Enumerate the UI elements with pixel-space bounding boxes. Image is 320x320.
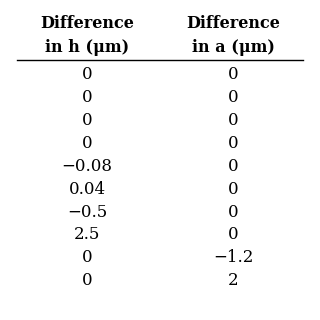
Text: Difference: Difference <box>40 15 134 32</box>
Text: 0: 0 <box>82 67 92 84</box>
Text: in h (μm): in h (μm) <box>45 39 129 56</box>
Text: 0: 0 <box>228 226 238 244</box>
Text: 0: 0 <box>82 135 92 152</box>
Text: 0: 0 <box>228 204 238 220</box>
Text: 0: 0 <box>228 89 238 106</box>
Text: −0.5: −0.5 <box>67 204 107 220</box>
Text: 0.04: 0.04 <box>68 181 106 198</box>
Text: 0: 0 <box>82 272 92 289</box>
Text: 0: 0 <box>228 112 238 129</box>
Text: in a (μm): in a (μm) <box>192 39 274 56</box>
Text: 0: 0 <box>82 112 92 129</box>
Text: −1.2: −1.2 <box>213 249 253 266</box>
Text: 0: 0 <box>228 158 238 175</box>
Text: −0.08: −0.08 <box>61 158 113 175</box>
Text: 0: 0 <box>82 249 92 266</box>
Text: 0: 0 <box>228 67 238 84</box>
Text: 2: 2 <box>228 272 238 289</box>
Text: Difference: Difference <box>186 15 280 32</box>
Text: 2.5: 2.5 <box>74 226 100 244</box>
Text: 0: 0 <box>228 135 238 152</box>
Text: 0: 0 <box>228 181 238 198</box>
Text: 0: 0 <box>82 89 92 106</box>
